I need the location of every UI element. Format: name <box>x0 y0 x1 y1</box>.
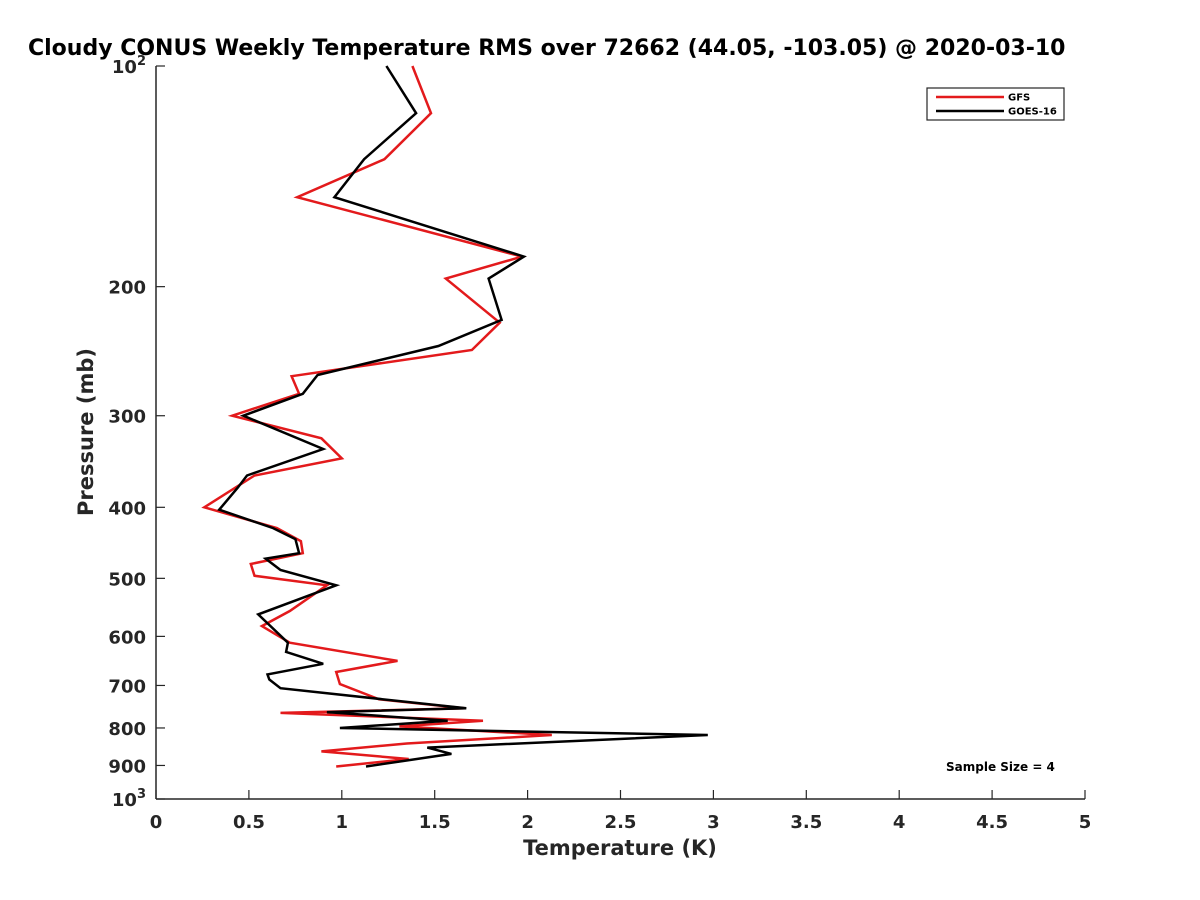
legend: GFS GOES-16 <box>926 87 1065 121</box>
x-tick-label: 3.5 <box>790 812 822 833</box>
y-tick-label: 400 <box>108 498 146 519</box>
x-tick-label: 1.5 <box>419 812 451 833</box>
legend-box <box>926 87 1065 121</box>
y-axis-label: Pressure (mb) <box>74 348 98 516</box>
chart-title: Cloudy CONUS Weekly Temperature RMS over… <box>28 36 1065 61</box>
plot-area <box>156 66 1085 799</box>
series-line-gfs <box>201 65 552 768</box>
x-tick-label: 1 <box>336 812 349 833</box>
legend-label-goes16: GOES-16 <box>1008 107 1057 118</box>
series-line-goes16 <box>217 65 708 768</box>
x-tick-label: 0.5 <box>233 812 265 833</box>
y-tick-label: 102 <box>112 54 146 78</box>
sample-size-annotation: Sample Size = 4 <box>946 760 1055 774</box>
y-tick-label: 700 <box>108 676 146 697</box>
x-tick-label: 4.5 <box>976 812 1008 833</box>
y-tick-label: 103 <box>112 787 146 811</box>
y-tick-label: 900 <box>108 756 146 777</box>
y-tick-label: 500 <box>108 569 146 590</box>
legend-label-gfs: GFS <box>1008 93 1030 104</box>
x-tick-label: 5 <box>1079 812 1092 833</box>
y-tick-label: 600 <box>108 627 146 648</box>
x-tick-label: 4 <box>893 812 906 833</box>
x-tick-label: 3 <box>707 812 720 833</box>
x-axis-label: Temperature (K) <box>523 836 717 860</box>
y-tick-label: 200 <box>108 278 146 299</box>
y-tick-label: 300 <box>108 407 146 428</box>
y-tick-label: 800 <box>108 719 146 740</box>
x-tick-label: 2.5 <box>605 812 637 833</box>
series-layer <box>201 65 708 768</box>
x-tick-label: 0 <box>150 812 163 833</box>
x-tick-label: 2 <box>521 812 534 833</box>
axes: 0 0.5 1 1.5 2 2.5 3 3.5 4 4.5 5 102 200 300 400 500 600 7… <box>108 54 1091 833</box>
